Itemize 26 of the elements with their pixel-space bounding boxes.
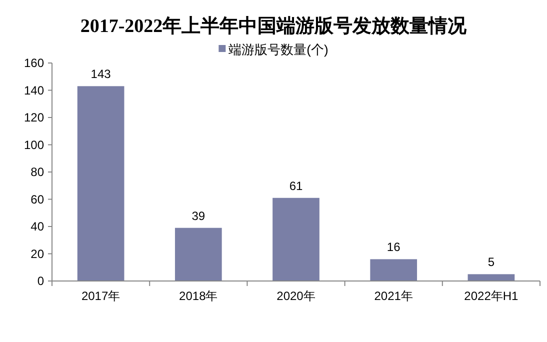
y-tick-label: 160 [24,56,44,70]
x-tick-label: 2018年 [179,289,218,303]
bar [370,259,418,281]
data-label: 143 [90,67,112,82]
x-tick-label: 2020年 [276,289,316,303]
data-label: 61 [289,178,303,193]
chart-title: 2017-2022年上半年中国端游版号发放数量情况 [80,15,468,37]
y-tick-label: 40 [30,220,44,234]
data-label: 39 [192,208,206,223]
x-tick-label: 2017年 [81,289,120,303]
y-tick-label: 20 [30,246,44,261]
bar [174,228,222,281]
y-tick-label: 140 [24,83,44,98]
x-tick-label: 2022年H1 [464,289,519,303]
data-label: 16 [386,240,401,254]
y-tick-label: 120 [24,110,44,124]
y-tick-label: 100 [24,138,44,152]
y-tick-label: 60 [30,192,44,206]
bar [468,274,515,281]
legend-label: 端游版号数量(个) [228,42,328,57]
data-label: 5 [488,255,495,270]
bar [272,198,320,281]
y-tick-label: 80 [30,165,44,179]
bar [77,86,124,281]
x-tick-label: 2021年 [374,289,413,303]
y-tick-label: 0 [37,274,44,288]
